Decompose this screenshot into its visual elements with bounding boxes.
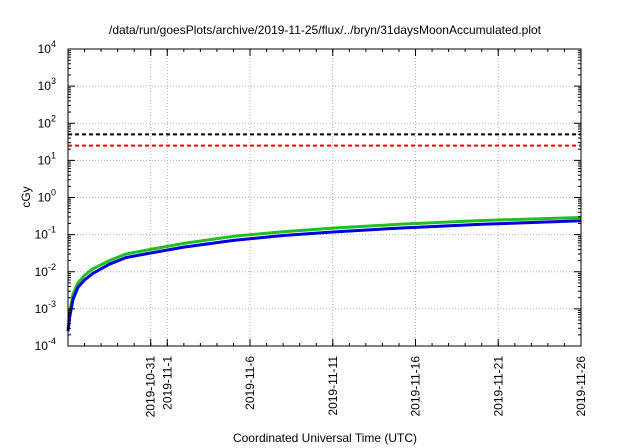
x-tick-label: 2019-11-26: [574, 356, 588, 417]
y-tick-label: 104: [38, 39, 56, 56]
y-tick-label: 10-2: [35, 262, 56, 279]
series-line: [66, 219, 582, 332]
grid: [68, 49, 581, 346]
reference-lines: [68, 133, 581, 147]
y-tick-label: 100: [38, 188, 56, 205]
x-axis: 2019-10-31 2019-11-1 2019-11-6 2019-11-11 20…: [67, 49, 588, 418]
x-tick-label: 2019-11-6: [243, 356, 257, 410]
y-tick-label: 10-1: [35, 225, 56, 242]
y-axis: 10-4 10-3 10-2 10-1 100 101 102 103 104: [35, 39, 581, 353]
y-tick-label: 102: [38, 113, 56, 130]
x-axis-label: Coordinated Universal Time (UTC): [233, 431, 417, 445]
x-tick-label: 2019-10-31: [144, 356, 158, 418]
x-tick-label: 2019-11-1: [160, 356, 174, 410]
y-tick-label: 101: [38, 150, 56, 167]
x-tick-label: 2019-11-11: [326, 356, 340, 416]
chart-title: /data/run/goesPlots/archive/2019-11-25/f…: [109, 23, 542, 37]
x-tick-label: 2019-11-16: [409, 356, 423, 417]
y-tick-label: 10-4: [35, 336, 56, 353]
series-line: [66, 216, 582, 329]
x-tick-label: 2019-11-21: [491, 356, 505, 417]
y-axis-label: cGy: [19, 186, 33, 207]
y-tick-label: 10-3: [35, 299, 56, 316]
y-tick-label: 103: [38, 76, 56, 93]
plot-frame: [67, 48, 582, 347]
series-group: [66, 216, 582, 332]
